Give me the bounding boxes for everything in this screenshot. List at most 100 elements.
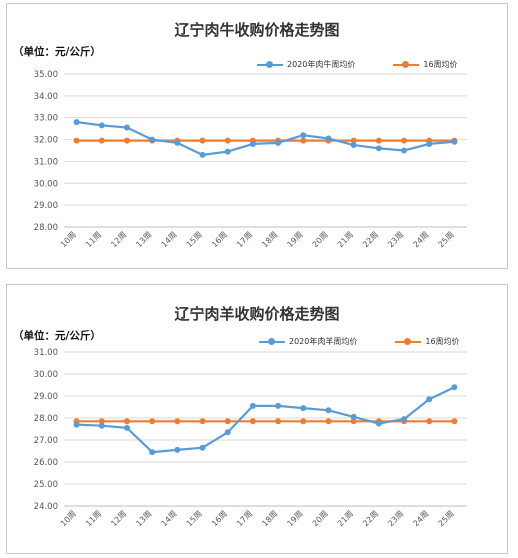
x-tick-label: 19周	[285, 509, 304, 528]
data-point	[401, 137, 408, 144]
y-tick-label: 33.00	[34, 114, 58, 124]
chart-legend: 2020年肉牛周均价 16周均价	[257, 59, 458, 70]
x-tick-label: 15周	[185, 230, 204, 249]
data-point	[451, 418, 458, 425]
data-point	[375, 137, 382, 144]
x-tick-label: 25周	[437, 509, 456, 528]
data-point	[174, 446, 181, 453]
y-tick-label: 29.00	[34, 201, 58, 211]
beef-chart-panel: 辽宁肉牛收购价格走势图 （单位：元/公斤） 2020年肉牛周均价 16周均价 2…	[6, 3, 508, 269]
data-point	[451, 138, 458, 145]
x-tick-label: 21周	[336, 509, 355, 528]
data-point	[199, 418, 206, 425]
data-point	[300, 405, 307, 412]
x-tick-label: 20周	[311, 230, 330, 249]
x-tick-label: 22周	[361, 230, 380, 249]
y-tick-label: 35.00	[34, 70, 58, 80]
data-point	[199, 151, 206, 158]
y-tick-label: 34.00	[34, 92, 58, 102]
x-tick-label: 18周	[260, 509, 279, 528]
x-tick-label: 12周	[109, 509, 128, 528]
legend-label-2020: 2020年肉牛周均价	[287, 60, 356, 69]
data-point	[123, 424, 130, 431]
data-point	[300, 137, 307, 144]
data-point	[325, 418, 332, 425]
x-tick-label: 20周	[311, 509, 330, 528]
legend-swatch-avg16	[393, 60, 420, 70]
y-tick-label: 25.00	[34, 480, 58, 490]
chart-title: 辽宁肉羊收购价格走势图	[174, 305, 340, 323]
data-point	[325, 135, 332, 142]
beef-line-chart: 28.00 29.00 30.00 31.00 32.00 33.00 34.00 35.00…	[34, 70, 467, 249]
data-point	[199, 444, 206, 451]
data-point	[350, 418, 357, 425]
data-point	[325, 407, 332, 414]
y-tick-label: 24.00	[34, 502, 58, 512]
x-tick-label: 21周	[336, 230, 355, 249]
data-point	[375, 145, 382, 152]
y-tick-label: 28.00	[34, 223, 58, 233]
x-tick-label: 12周	[109, 230, 128, 249]
data-point	[401, 147, 408, 154]
data-point	[350, 137, 357, 144]
y-tick-label: 31.00	[34, 157, 58, 167]
legend-swatch-2020	[259, 337, 285, 347]
data-point	[275, 402, 282, 409]
x-tick-label: 17周	[235, 230, 254, 249]
data-point	[174, 418, 181, 425]
data-point	[123, 418, 130, 425]
data-point	[300, 418, 307, 425]
data-point	[249, 402, 256, 409]
chart-legend: 2020年肉羊周均价 16周均价	[259, 336, 460, 347]
y-tick-label: 28.00	[34, 414, 58, 424]
data-point	[98, 137, 105, 144]
data-point	[174, 139, 181, 146]
x-tick-label: 10周	[59, 509, 78, 528]
x-tick-label: 23周	[386, 509, 405, 528]
data-point	[249, 140, 256, 147]
data-point	[199, 137, 206, 144]
data-point	[224, 137, 231, 144]
x-tick-label: 13周	[134, 509, 153, 528]
data-point	[224, 418, 231, 425]
x-tick-label: 25周	[437, 230, 456, 249]
data-point	[149, 449, 156, 456]
data-point	[401, 416, 408, 423]
y-tick-label: 32.00	[34, 136, 58, 146]
x-tick-label: 16周	[210, 509, 229, 528]
legend-label-2020: 2020年肉羊周均价	[289, 337, 358, 346]
x-tick-label: 15周	[185, 509, 204, 528]
y-tick-label: 31.00	[34, 348, 58, 358]
data-point	[73, 137, 80, 144]
data-point	[224, 429, 231, 436]
data-point	[73, 119, 80, 126]
mutton-line-chart: 24.00 25.00 26.00 27.00 28.00 29.00 30.00 31.00…	[34, 348, 467, 528]
x-tick-label: 17周	[235, 509, 254, 528]
x-tick-label: 24周	[411, 509, 430, 528]
data-point	[350, 413, 357, 420]
series-line	[76, 120, 455, 156]
data-point	[123, 124, 130, 131]
legend-swatch-avg16	[395, 337, 422, 347]
y-tick-label: 26.00	[34, 458, 58, 468]
x-tick-label: 24周	[411, 230, 430, 249]
data-point	[275, 139, 282, 146]
legend-label-avg16: 16周均价	[423, 60, 458, 69]
x-tick-label: 19周	[285, 230, 304, 249]
data-point	[375, 420, 382, 427]
x-tick-label: 14周	[160, 230, 179, 249]
unit-label: （单位：元/公斤）	[13, 46, 101, 58]
x-tick-label: 10周	[59, 230, 78, 249]
data-point	[98, 422, 105, 429]
x-tick-label: 22周	[361, 509, 380, 528]
x-tick-label: 13周	[134, 230, 153, 249]
data-point	[275, 418, 282, 425]
legend-swatch-2020	[257, 60, 283, 70]
data-point	[123, 137, 130, 144]
data-point	[426, 418, 433, 425]
x-tick-label: 11周	[84, 509, 103, 528]
x-tick-label: 16周	[210, 230, 229, 249]
x-tick-label: 14周	[160, 509, 179, 528]
y-tick-label: 30.00	[34, 179, 58, 189]
data-point	[224, 148, 231, 155]
